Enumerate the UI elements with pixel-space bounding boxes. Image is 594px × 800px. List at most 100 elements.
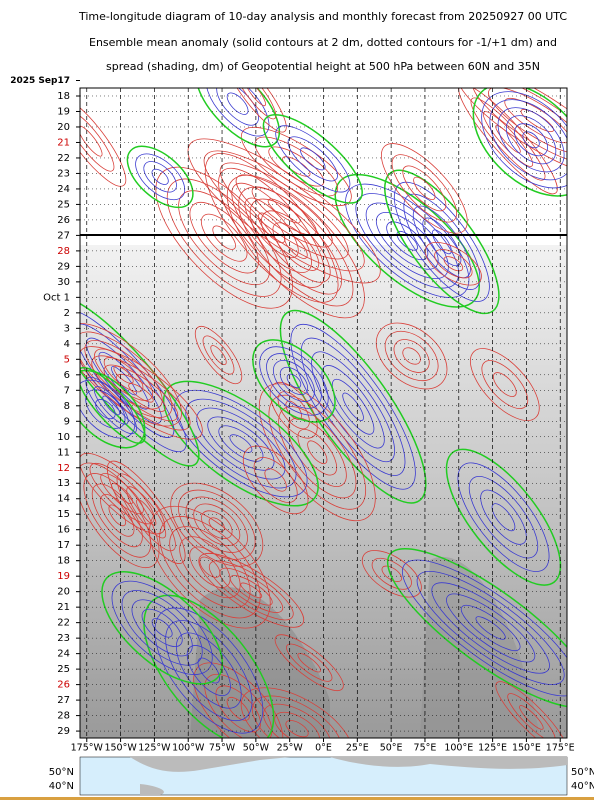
y-tick-label: 23 (57, 168, 70, 179)
contour (380, 143, 468, 234)
contour (375, 322, 448, 390)
contour (136, 499, 157, 526)
x-tick-label: 75°E (414, 743, 437, 754)
contour (300, 147, 326, 171)
contour (223, 88, 287, 133)
contour (331, 378, 375, 435)
y-tick-label: 5 (64, 354, 70, 365)
contour (393, 181, 490, 302)
y-tick-label: 21 (57, 137, 70, 148)
contour (275, 125, 351, 193)
contour (210, 345, 227, 365)
y-tick-label: 17 (57, 540, 70, 551)
contour (149, 505, 271, 629)
contour (290, 323, 416, 490)
contour (396, 230, 418, 251)
contour (491, 503, 516, 532)
y-tick-label: 19 (57, 571, 70, 582)
contour (85, 389, 126, 429)
contour (300, 337, 406, 476)
contour (268, 146, 325, 187)
contour (80, 110, 115, 172)
map-land (330, 757, 567, 769)
contour (89, 463, 155, 525)
contour (219, 162, 349, 260)
contour (208, 517, 225, 533)
contour (384, 330, 439, 382)
contour (128, 383, 154, 403)
contour (274, 711, 320, 738)
contour (495, 681, 567, 738)
y-tick-label: 29 (57, 726, 70, 737)
zero-contour (472, 88, 567, 197)
zero-contour (195, 88, 281, 148)
chart-title: Time-longitude diagram of 10-day analysi… (78, 10, 567, 23)
contour (110, 483, 134, 505)
contour (91, 483, 143, 548)
contour (189, 202, 259, 274)
y-tick-label: 20 (57, 587, 70, 598)
contour (121, 590, 203, 666)
contour (201, 510, 233, 539)
y-tick-label: 25 (57, 199, 70, 210)
x-tick-label: 150°W (104, 743, 137, 754)
zero-contour (386, 547, 567, 709)
contour (80, 452, 166, 535)
contour (197, 657, 220, 684)
contour (412, 205, 471, 279)
zero-contour (101, 571, 224, 685)
contour (424, 241, 482, 286)
x-tick-label: 175°E (546, 743, 575, 754)
y-tick-label: 30 (57, 277, 70, 288)
contour (199, 556, 221, 578)
y-tick-label: 8 (64, 401, 70, 412)
contour (287, 417, 347, 487)
contour (402, 347, 421, 365)
contour (135, 153, 186, 201)
contour (151, 168, 169, 185)
contour (85, 376, 137, 435)
contour (234, 88, 277, 120)
contour (480, 489, 527, 545)
x-tick-label: 100°W (172, 743, 205, 754)
y-tick-label: 14 (57, 494, 70, 505)
contour (481, 91, 567, 189)
x-tick-label: 150°E (512, 743, 541, 754)
footer-bar (0, 797, 594, 800)
contour (401, 559, 567, 697)
contour (470, 348, 540, 421)
y-tick-label: 26 (57, 215, 70, 226)
contour (231, 182, 312, 273)
contour (186, 645, 231, 697)
contour (204, 152, 339, 303)
x-tick-label: 0°E (315, 743, 332, 754)
contour (287, 136, 338, 182)
y-tick-label: 11 (57, 447, 70, 458)
contour (80, 95, 127, 187)
x-tick-label: 100°E (444, 743, 473, 754)
contour (402, 165, 447, 212)
contour (488, 88, 567, 155)
contour (193, 662, 284, 738)
contour (100, 494, 135, 537)
x-tick-label: 125°E (478, 743, 507, 754)
x-tick-label: 175°W (71, 743, 104, 754)
y-tick-label: 24 (57, 649, 70, 660)
y-tick-label: 20 (57, 122, 70, 133)
contour (205, 88, 270, 137)
y-tick-label: 16 (57, 525, 70, 536)
contour (497, 107, 565, 173)
y-tick-label: 23 (57, 633, 70, 644)
map-lat-label: 40°N (49, 781, 74, 792)
x-tick-label: 25°W (277, 743, 304, 754)
y-tick-label: 27 (57, 230, 70, 241)
contour (103, 364, 179, 422)
contour (286, 373, 302, 389)
y-tick-label: 29 (57, 261, 70, 272)
contour (468, 476, 539, 559)
contour (492, 372, 517, 397)
contour (391, 154, 457, 223)
contour (307, 440, 328, 465)
map-land (80, 757, 290, 772)
contour (218, 167, 326, 288)
